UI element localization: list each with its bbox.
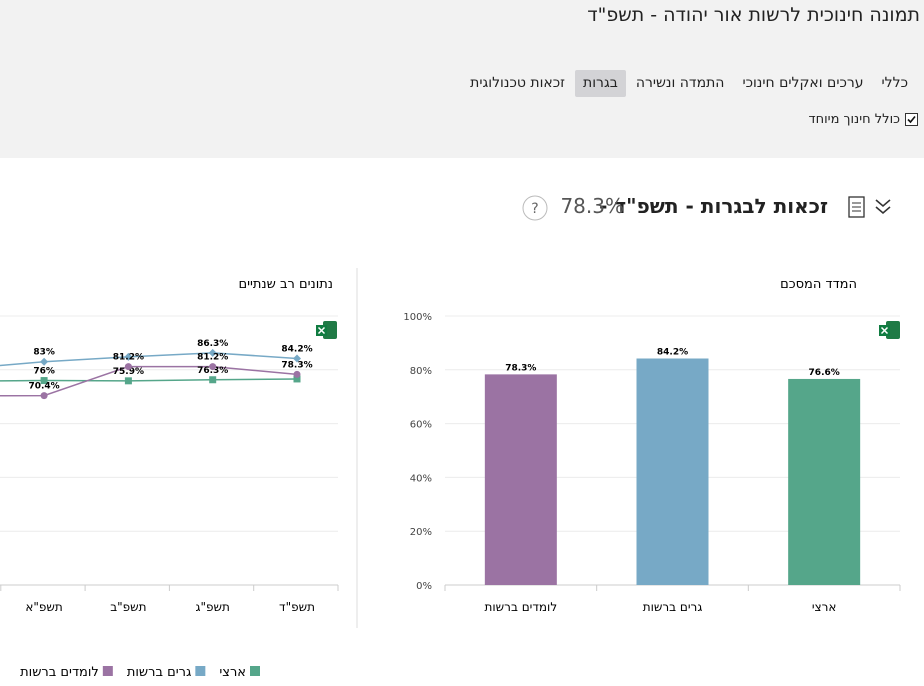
excel-icon[interactable] <box>879 321 900 339</box>
y-tick-label: 20% <box>410 527 432 538</box>
section-title: זכאות לבגרות - תשפ"ד - <box>599 194 828 218</box>
data-label: 84.2% <box>281 345 312 355</box>
check-mark <box>907 115 916 124</box>
x-tick-label: ארצי <box>812 600 837 614</box>
y-tick-label: 60% <box>410 420 432 431</box>
marker <box>40 357 49 366</box>
checkbox-row[interactable]: כולל חינוך מיוחד <box>809 112 918 127</box>
doc-lines <box>852 202 861 212</box>
bar <box>788 378 861 585</box>
tab[interactable]: התמדה ונשירה <box>635 75 725 91</box>
chart-title: המדד המסכם <box>780 277 857 292</box>
checkbox-label: כולל חינוך מיוחד <box>808 112 900 127</box>
y-tick-label: 0% <box>416 581 432 592</box>
legend-label: גרים ברשות <box>127 665 192 680</box>
tab[interactable]: בגרות <box>575 70 626 97</box>
data-label: 84.2% <box>657 348 688 358</box>
help-circle <box>522 195 548 221</box>
x-tick-label: תשפ"ג <box>196 600 230 614</box>
data-label: 86.3% <box>197 339 228 349</box>
help-button[interactable]: ? <box>522 195 548 221</box>
checkbox[interactable] <box>905 113 918 126</box>
legend-label: לומדים ברשות <box>20 665 99 680</box>
x-tick-label: לומדים ברשות <box>485 600 558 614</box>
tab[interactable]: כללי <box>881 75 908 91</box>
legend-swatch <box>102 666 113 676</box>
marker <box>209 376 217 384</box>
tab[interactable]: זכאות טכנולוגית <box>470 75 566 91</box>
x-tick-label: תשפ"א <box>25 600 62 614</box>
bar <box>484 374 557 585</box>
collapse-icon[interactable] <box>875 199 891 215</box>
page-title: תמונה חינוכית לרשות אור יהודה - תשפ"ד <box>587 4 920 26</box>
top-bar: תמונה חינוכית לרשות אור יהודה - תשפ"ד כל… <box>0 0 924 158</box>
x-tick-label: תשפ"ב <box>110 600 146 614</box>
marker <box>124 363 132 371</box>
marker <box>293 354 301 363</box>
bar <box>636 358 709 585</box>
data-label: 76% <box>33 367 55 377</box>
x-tick-label: גרים ברשות <box>643 600 703 614</box>
y-tick-label: 80% <box>410 366 432 377</box>
marker <box>40 392 48 400</box>
legend-swatch <box>250 666 260 676</box>
data-label: 78.3% <box>505 363 536 373</box>
data-label: 76.3% <box>197 366 228 376</box>
excel-x <box>880 326 889 335</box>
data-label: 70.4% <box>28 382 59 392</box>
excel-icon[interactable] <box>316 321 337 339</box>
section-value: 78.3% <box>560 194 624 218</box>
x-tick-label: תשפ"ד <box>279 600 315 614</box>
data-label: 81.2% <box>197 353 228 363</box>
marker <box>40 377 48 385</box>
marker <box>209 363 217 371</box>
marker <box>293 375 301 383</box>
marker <box>293 370 301 378</box>
excel-x <box>317 326 326 335</box>
marker <box>208 348 217 357</box>
data-label: 76.6% <box>809 368 840 378</box>
data-label: 81.2% <box>113 353 144 363</box>
y-tick-label: 40% <box>410 473 432 484</box>
legend-label: ארצי <box>219 665 246 680</box>
marker <box>124 352 133 361</box>
legend-swatch <box>195 666 206 676</box>
data-label: 83% <box>33 348 55 358</box>
doc-icon[interactable] <box>848 196 865 218</box>
marker <box>124 377 132 385</box>
y-tick-label: 100% <box>403 312 432 323</box>
chart-title: נתונים רב שנתיים <box>238 277 333 292</box>
data-label: 78.3% <box>281 360 312 370</box>
tab-bar: כללי ערכים ואקלים חינוכי התמדה ונשירה בגרות… <box>462 70 916 97</box>
tab[interactable]: ערכים ואקלים חינוכי <box>742 75 864 91</box>
data-label: 75.9% <box>113 367 144 377</box>
help-text: ? <box>531 201 538 217</box>
